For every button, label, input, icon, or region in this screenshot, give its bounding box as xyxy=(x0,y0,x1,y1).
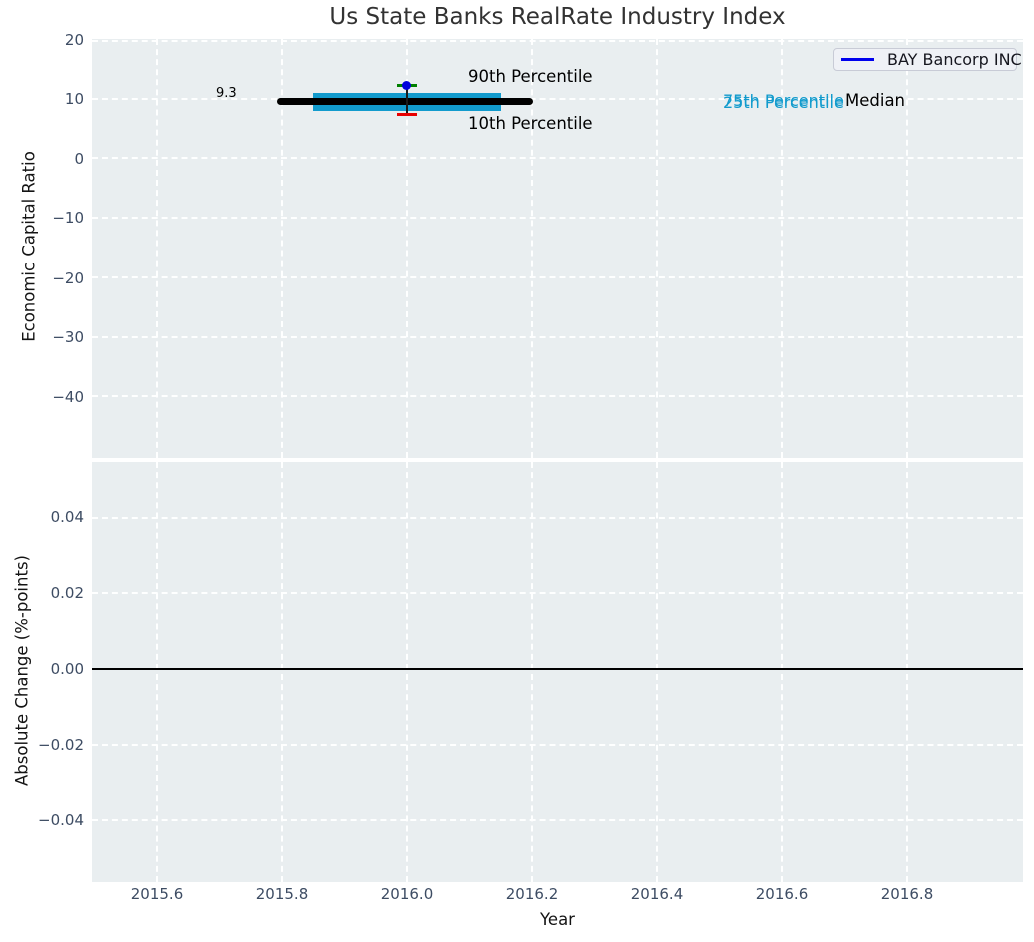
errorbar-p10-cap xyxy=(397,113,417,116)
gridline-horizontal xyxy=(92,217,1023,219)
legend-entry-label: BAY Bancorp INC xyxy=(887,50,1022,69)
median-value-label: 9.3 xyxy=(216,86,237,101)
gridline-horizontal xyxy=(92,395,1023,397)
top-y-axis-label: Economic Capital Ratio xyxy=(19,151,39,342)
gridline-horizontal xyxy=(92,98,1023,100)
y-tick-label: −0.02 xyxy=(38,736,84,754)
gridline-horizontal xyxy=(92,517,1023,519)
p10-annotation: 10th Percentile xyxy=(468,114,593,133)
y-tick-label: −10 xyxy=(52,209,84,227)
y-tick-label: 0.00 xyxy=(50,660,84,678)
chart-title: Us State Banks RealRate Industry Index xyxy=(329,4,786,30)
gridline-vertical xyxy=(781,462,783,882)
gridline-vertical xyxy=(656,39,658,458)
median-line xyxy=(277,98,533,105)
gridline-vertical xyxy=(156,39,158,458)
gridline-vertical xyxy=(781,39,783,458)
p25-annotation: 25th Percentile xyxy=(723,93,844,112)
gridline-vertical xyxy=(156,462,158,882)
median-annotation: Median xyxy=(845,91,906,110)
gridline-vertical xyxy=(281,39,283,458)
gridline-vertical xyxy=(656,462,658,882)
top-axes: 9.3 90th Percentile 10th Percentile 75th… xyxy=(92,39,1023,458)
gridline-horizontal xyxy=(92,336,1023,338)
legend: BAY Bancorp INC xyxy=(833,48,1022,71)
x-tick-label: 2016.8 xyxy=(880,885,934,903)
x-tick-label: 2016.2 xyxy=(505,885,559,903)
errorbar-stem xyxy=(406,85,408,114)
bottom-y-axis-label: Absolute Change (%-points) xyxy=(12,555,32,786)
gridline-vertical xyxy=(906,462,908,882)
x-tick-label: 2016.6 xyxy=(755,885,809,903)
y-tick-label: 20 xyxy=(64,31,84,49)
y-tick-label: −0.04 xyxy=(38,811,84,829)
gridline-vertical xyxy=(281,462,283,882)
gridline-horizontal xyxy=(92,157,1023,159)
gridline-vertical xyxy=(531,39,533,458)
y-tick-label: 0 xyxy=(74,150,84,168)
x-tick-label: 2016.4 xyxy=(630,885,684,903)
y-tick-label: −20 xyxy=(52,269,84,287)
company-data-point xyxy=(402,81,411,90)
y-tick-label: −40 xyxy=(52,388,84,406)
gridline-vertical xyxy=(406,462,408,882)
y-tick-label: 10 xyxy=(64,90,84,108)
p90-annotation: 90th Percentile xyxy=(468,67,593,86)
y-tick-label: 0.04 xyxy=(50,508,84,526)
gridline-vertical xyxy=(406,39,408,458)
gridline-horizontal xyxy=(92,592,1023,594)
gridline-horizontal xyxy=(92,819,1023,821)
x-tick-label: 2015.8 xyxy=(255,885,309,903)
bottom-axes xyxy=(92,462,1023,882)
gridline-horizontal xyxy=(92,40,1023,42)
legend-line-sample-icon xyxy=(841,58,874,61)
x-tick-label: 2016.0 xyxy=(380,885,434,903)
gridline-horizontal xyxy=(92,744,1023,746)
gridline-vertical xyxy=(906,39,908,458)
gridline-vertical xyxy=(531,462,533,882)
zero-line xyxy=(92,668,1023,670)
y-tick-label: 0.02 xyxy=(50,584,84,602)
x-axis-label: Year xyxy=(540,910,575,929)
p75-annotation: 75th Percentile xyxy=(723,91,844,110)
x-tick-label: 2015.6 xyxy=(130,885,184,903)
y-tick-label: −30 xyxy=(52,328,84,346)
gridline-horizontal xyxy=(92,276,1023,278)
